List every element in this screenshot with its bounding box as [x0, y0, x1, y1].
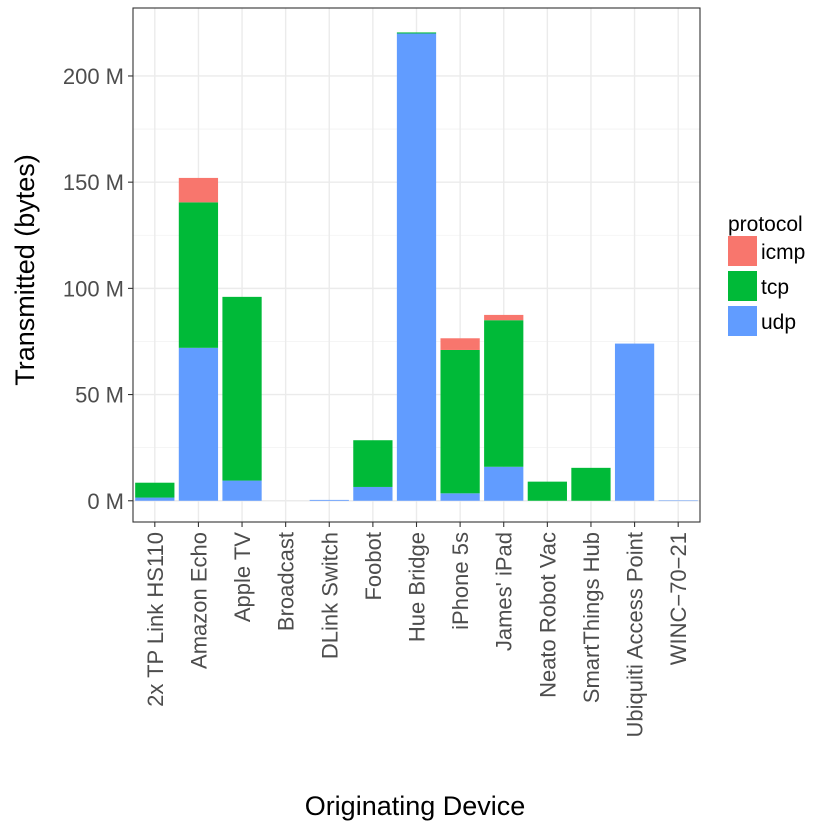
y-tick-label: 100 M: [63, 276, 124, 301]
x-tick-label: Amazon Echo: [186, 532, 211, 669]
legend-label-udp: udp: [761, 311, 796, 334]
x-tick-label: James' iPad: [492, 532, 517, 651]
bar-tcp: [135, 482, 175, 498]
bar-udp: [440, 493, 480, 501]
legend-label-tcp: tcp: [761, 276, 789, 299]
y-tick-label: 200 M: [63, 64, 124, 89]
bar-tcp: [222, 296, 262, 481]
x-tick-label: Foobot: [361, 532, 386, 601]
bar-tcp: [484, 320, 524, 467]
bar-udp: [222, 480, 262, 501]
x-axis: 2x TP Link HS110 Amazon Echo Apple TV Broad…: [143, 522, 691, 737]
legend-label-icmp: icmp: [761, 241, 805, 264]
bar-udp: [178, 347, 219, 501]
x-tick-label: Neato Robot Vac: [535, 532, 560, 698]
legend-swatch-tcp: [728, 271, 757, 301]
x-tick-label: WINC−70−21: [666, 532, 691, 665]
y-axis-title: Transmitted (bytes): [10, 154, 40, 386]
x-tick-label: Apple TV: [230, 532, 255, 622]
bar-udp: [353, 486, 393, 501]
bar-tcp: [396, 32, 437, 34]
x-tick-label: DLink Switch: [317, 532, 342, 659]
bar-udp: [135, 497, 175, 501]
legend-swatch-icmp: [728, 236, 757, 266]
x-tick-label: iPhone 5s: [448, 532, 473, 630]
x-tick-label: Ubiquiti Access Point: [623, 532, 648, 737]
x-tick-label: SmartThings Hub: [579, 532, 604, 703]
y-axis: 0 M 50 M 100 M 150 M 200 M: [63, 64, 133, 514]
bar-tcp: [353, 440, 393, 487]
bar-tcp: [571, 467, 611, 501]
legend-swatch-udp: [728, 306, 757, 336]
legend-title: protocol: [728, 213, 803, 236]
y-tick-label: 0 M: [87, 489, 124, 514]
plot-area: [132, 7, 701, 523]
y-tick-label: 150 M: [63, 170, 124, 195]
bar-udp: [658, 500, 698, 502]
x-tick-label: 2x TP Link HS110: [143, 532, 168, 707]
bar-udp: [309, 499, 349, 501]
bar-udp: [396, 33, 437, 501]
x-tick-label: Broadcast: [274, 532, 299, 631]
bar-tcp: [178, 202, 219, 348]
bar-udp: [484, 466, 524, 501]
x-tick-label: Hue Bridge: [405, 532, 430, 642]
x-axis-title: Originating Device: [305, 791, 526, 821]
bar-icmp: [178, 177, 219, 203]
legend: protocol icmp tcp udp: [728, 213, 805, 336]
bar-icmp: [484, 314, 524, 321]
y-tick-label: 50 M: [75, 383, 124, 408]
bar-tcp: [440, 349, 480, 494]
bar-tcp: [527, 481, 567, 501]
bar-udp: [614, 343, 655, 501]
bar-icmp: [440, 338, 480, 350]
